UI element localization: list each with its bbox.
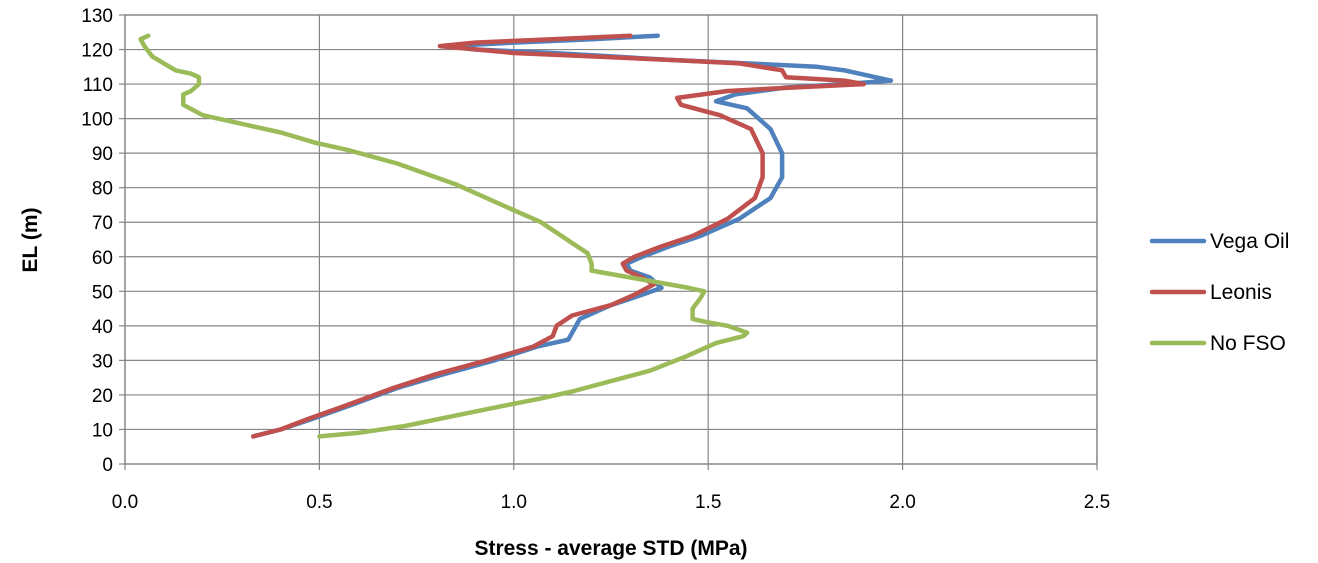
y-tick-label: 60	[92, 248, 113, 269]
x-tick-label: 0.0	[112, 492, 138, 513]
y-tick-label: 50	[92, 282, 113, 303]
x-tick-label: 0.5	[306, 492, 332, 513]
series-line-leonis	[251, 33, 866, 439]
x-tick-label: 2.5	[1084, 492, 1110, 513]
legend: Vega Oil Leonis No FSO	[1149, 230, 1289, 355]
y-tick-label: 100	[81, 110, 113, 131]
y-tick-label: 130	[81, 6, 113, 27]
legend-label: Vega Oil	[1210, 230, 1289, 253]
y-tick-label: 0	[102, 455, 113, 476]
y-tick-label: 40	[92, 317, 113, 338]
y-tick-label: 70	[92, 213, 113, 234]
y-tick-label: 20	[92, 386, 113, 407]
y-tick-label: 120	[81, 41, 113, 62]
y-tick-label: 110	[83, 75, 113, 96]
x-tick-label: 1.5	[695, 492, 721, 513]
y-tick-label: 30	[92, 351, 113, 372]
x-tick-label: 1.0	[501, 492, 527, 513]
x-tick-label: 2.0	[889, 492, 915, 513]
grid	[125, 15, 1097, 464]
series-line-vega-oil	[251, 33, 894, 439]
x-axis-title: Stress - average STD (MPa)	[474, 537, 747, 560]
tick-labels: 0 10 20 30 40 50 60 70 80 90 100 110 120 130 0.0 0.5 1.0…	[81, 6, 1110, 513]
series-lines	[138, 33, 894, 439]
y-axis-title: EL (m)	[19, 208, 42, 273]
plot-border	[124, 14, 1098, 465]
y-tick-label: 80	[92, 179, 113, 200]
series-line-no-fso	[138, 33, 750, 439]
y-tick-label: 10	[92, 420, 113, 441]
legend-label: No FSO	[1210, 332, 1286, 355]
y-tick-label: 90	[92, 144, 113, 165]
legend-label: Leonis	[1210, 281, 1272, 304]
